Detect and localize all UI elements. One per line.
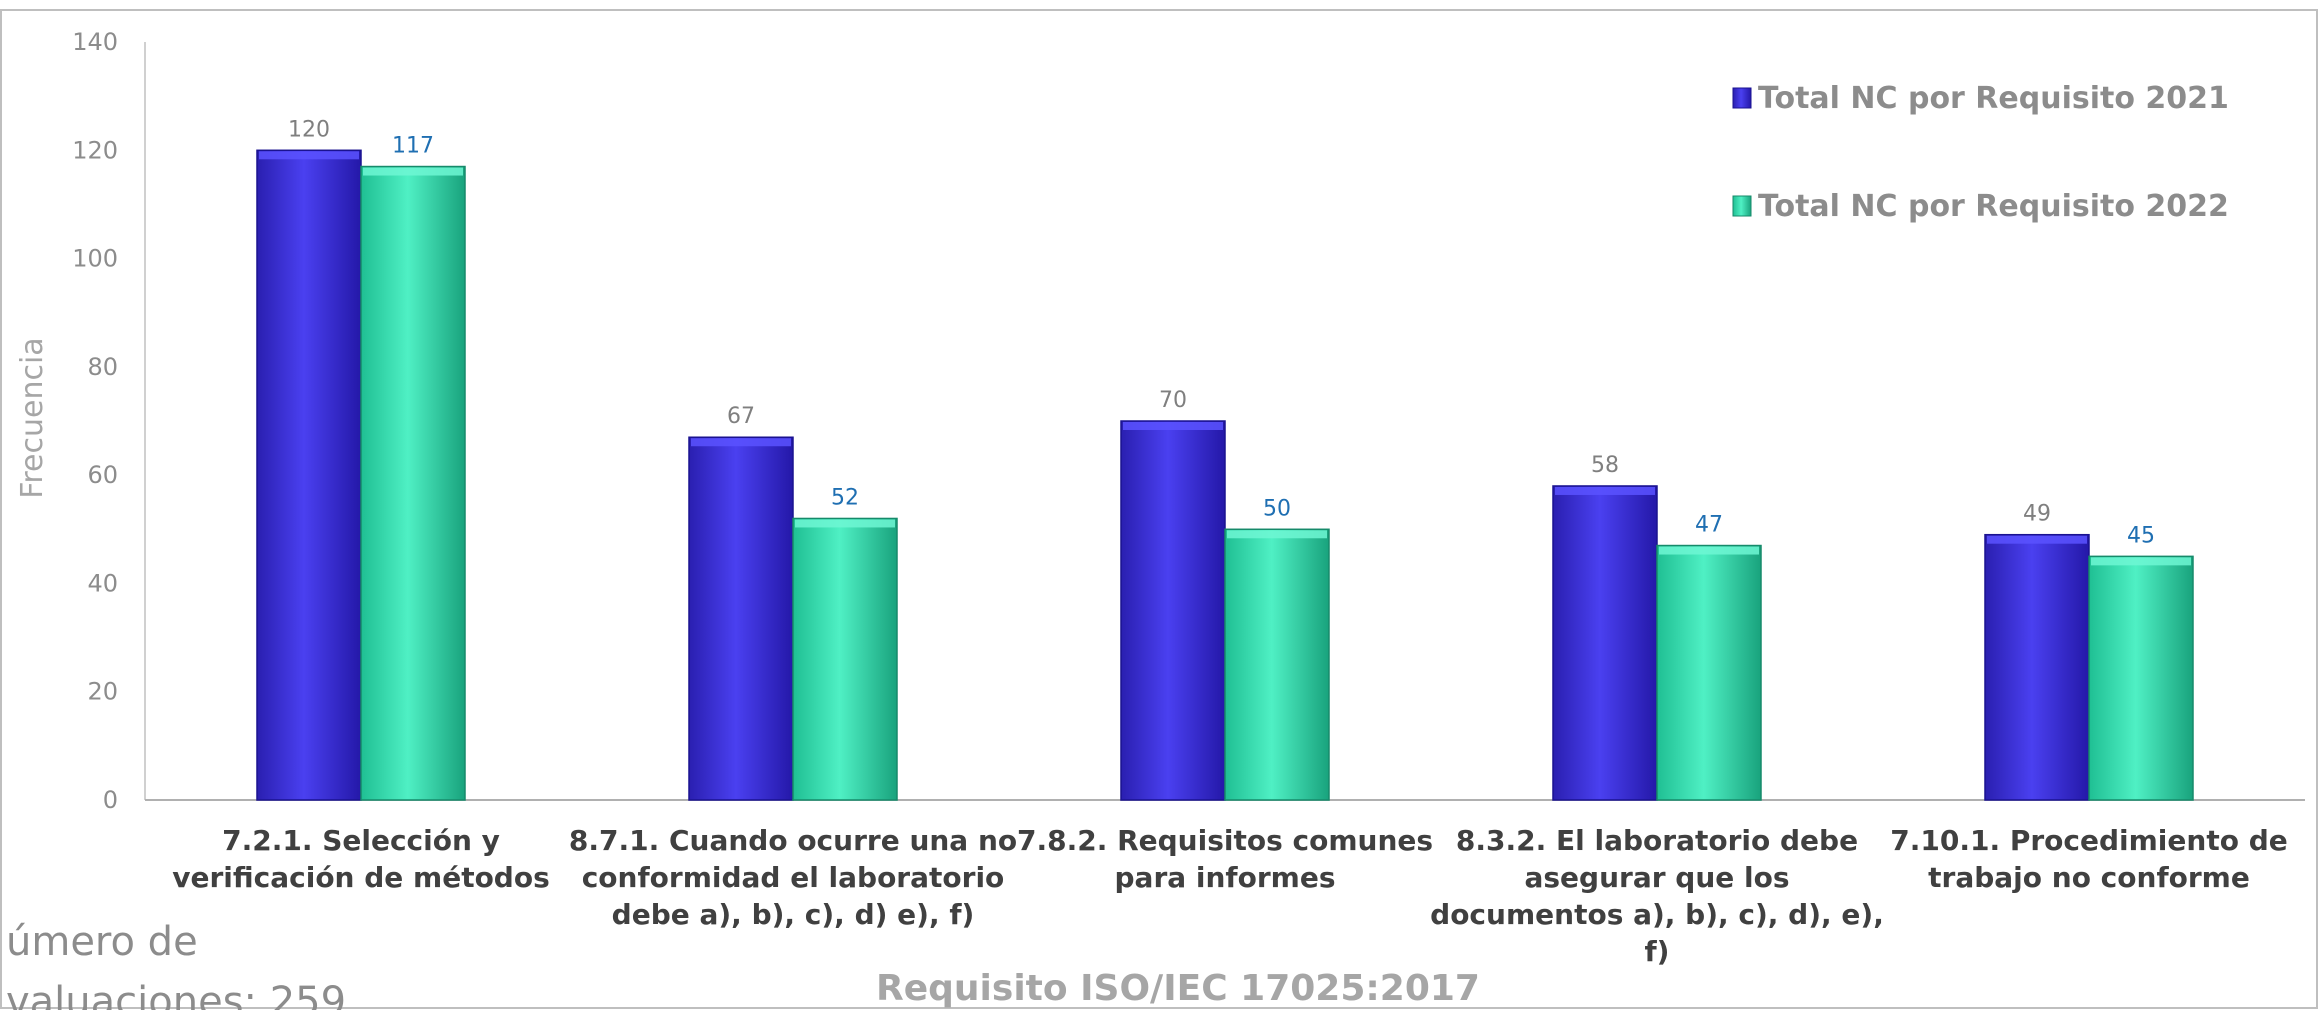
bar-2022 [360, 165, 466, 801]
legend-label-2021: Total NC por Requisito 2021 [1758, 81, 2229, 116]
y-axis-title: Frecuencia [15, 337, 50, 498]
legend: Total NC por Requisito 2021 Total NC por… [1732, 81, 2229, 224]
legend-label-2022: Total NC por Requisito 2022 [1758, 189, 2229, 224]
bar-highlight [363, 167, 463, 176]
bar-highlight [1987, 535, 2087, 544]
legend-swatch-2021 [1732, 87, 1752, 109]
data-label-2022: 50 [1263, 496, 1291, 521]
y-tick-label: 140 [72, 28, 118, 56]
bar-2021 [688, 436, 794, 801]
bar-highlight [1555, 486, 1655, 495]
category-label: 7.10.1. Procedimiento de trabajo no confo… [1890, 824, 2287, 894]
data-label-2022: 47 [1695, 513, 1723, 538]
data-label-2021: 120 [288, 117, 330, 142]
data-label-2021: 58 [1591, 453, 1619, 478]
y-tick-label: 0 [103, 786, 118, 814]
y-tick-labels: 0 20 40 60 80 100 120 140 [72, 28, 118, 814]
bar-2022 [1224, 528, 1330, 801]
bar-2022 [792, 517, 898, 801]
bar-highlight [2091, 557, 2191, 566]
bar-highlight [259, 151, 359, 160]
legend-item-2021: Total NC por Requisito 2021 [1732, 81, 2229, 116]
footnote: úmero de valuaciones: 259 [6, 919, 346, 1014]
y-tick-label: 40 [87, 569, 118, 597]
data-label-2022: 117 [392, 134, 434, 159]
y-tick-label: 60 [87, 461, 118, 489]
y-tick-label: 80 [87, 353, 118, 381]
y-tick-label: 100 [72, 245, 118, 273]
data-label-2022: 45 [2127, 523, 2155, 548]
x-axis-title: Requisito ISO/IEC 17025:2017 [876, 968, 1480, 1009]
data-label-2021: 70 [1159, 388, 1187, 413]
category-label: 8.7.1. Cuando ocurre una no conformidad e… [569, 824, 1017, 931]
data-labels: 120 117 67 52 70 50 58 47 49 45 [288, 117, 2155, 548]
footnote-line-2: valuaciones: 259 [6, 979, 346, 1010]
category-labels: 7.2.1. Selección y verificación de método… [172, 824, 2288, 968]
bar-highlight [691, 438, 791, 447]
category-label: 8.3.2. El laboratorio debe asegurar que l… [1430, 824, 1884, 968]
data-label-2021: 49 [2023, 502, 2051, 527]
footnote-line-1: úmero de [6, 919, 198, 965]
bar-2021 [1120, 420, 1226, 801]
bar-highlight [1227, 530, 1327, 539]
bar-highlight [1123, 422, 1223, 430]
category-label: 7.2.1. Selección y verificación de método… [172, 824, 550, 894]
bars [256, 149, 2194, 801]
bar-2022 [2088, 555, 2194, 801]
bar-highlight [795, 519, 895, 528]
bar-2021 [256, 149, 362, 801]
bar-2022 [1656, 544, 1762, 801]
bar-2021 [1552, 485, 1658, 801]
legend-swatch-2022 [1732, 195, 1752, 217]
bar-highlight [1659, 546, 1759, 555]
legend-item-2022: Total NC por Requisito 2022 [1732, 189, 2229, 224]
chart-border [0, 9, 2318, 1009]
y-tick-label: 20 [87, 678, 118, 706]
data-label-2022: 52 [831, 485, 859, 510]
y-tick-label: 120 [72, 136, 118, 164]
data-label-2021: 67 [727, 404, 755, 429]
category-label: 7.8.2. Requisitos comunes para informes [1017, 824, 1433, 894]
bar-2021 [1984, 533, 2090, 801]
